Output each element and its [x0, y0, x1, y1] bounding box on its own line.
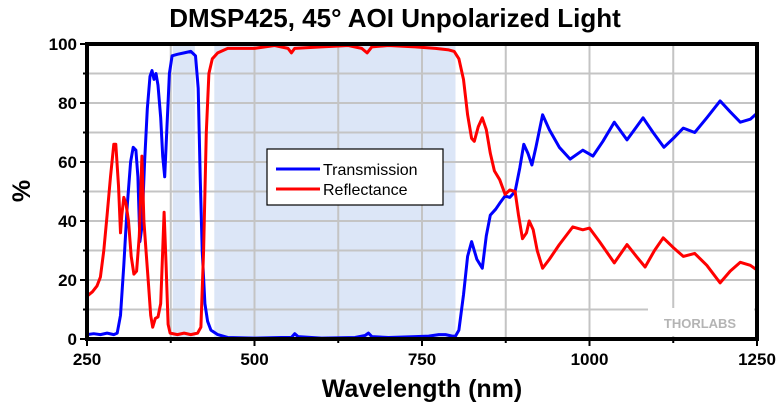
x-tick-label-1250: 1250: [738, 350, 776, 369]
x-tick-label-500: 500: [240, 350, 268, 369]
x-axis-label: Wavelength (nm): [322, 375, 522, 403]
watermark-background: [648, 308, 754, 336]
x-ticks: 250 500 750 1000 1250: [73, 339, 776, 369]
x-tick-label-250: 250: [73, 350, 101, 369]
y-tick-label-0: 0: [68, 330, 77, 349]
y-axis-label: %: [8, 180, 36, 202]
x-tick-label-1000: 1000: [571, 350, 609, 369]
series-line-transmission: [86, 49, 758, 340]
y-tick-label-20: 20: [58, 271, 77, 290]
y-tick-label-100: 100: [49, 35, 77, 54]
y-tick-label-60: 60: [58, 153, 77, 172]
thorlabs-logo: THORLABS: [664, 316, 737, 331]
chart-title: DMSP425, 45° AOI Unpolarized Light: [169, 3, 621, 33]
legend: Transmission Reflectance: [266, 148, 444, 206]
y-tick-label-40: 40: [58, 212, 77, 231]
legend-label-transmission: Transmission: [323, 162, 418, 179]
y-tick-label-80: 80: [58, 94, 77, 113]
x-tick-label-750: 750: [408, 350, 436, 369]
legend-box: [266, 148, 444, 206]
y-ticks: 0 20 40 60 80 100: [49, 35, 87, 349]
watermark: THORLABS: [648, 308, 754, 336]
legend-label-reflectance: Reflectance: [323, 182, 408, 199]
